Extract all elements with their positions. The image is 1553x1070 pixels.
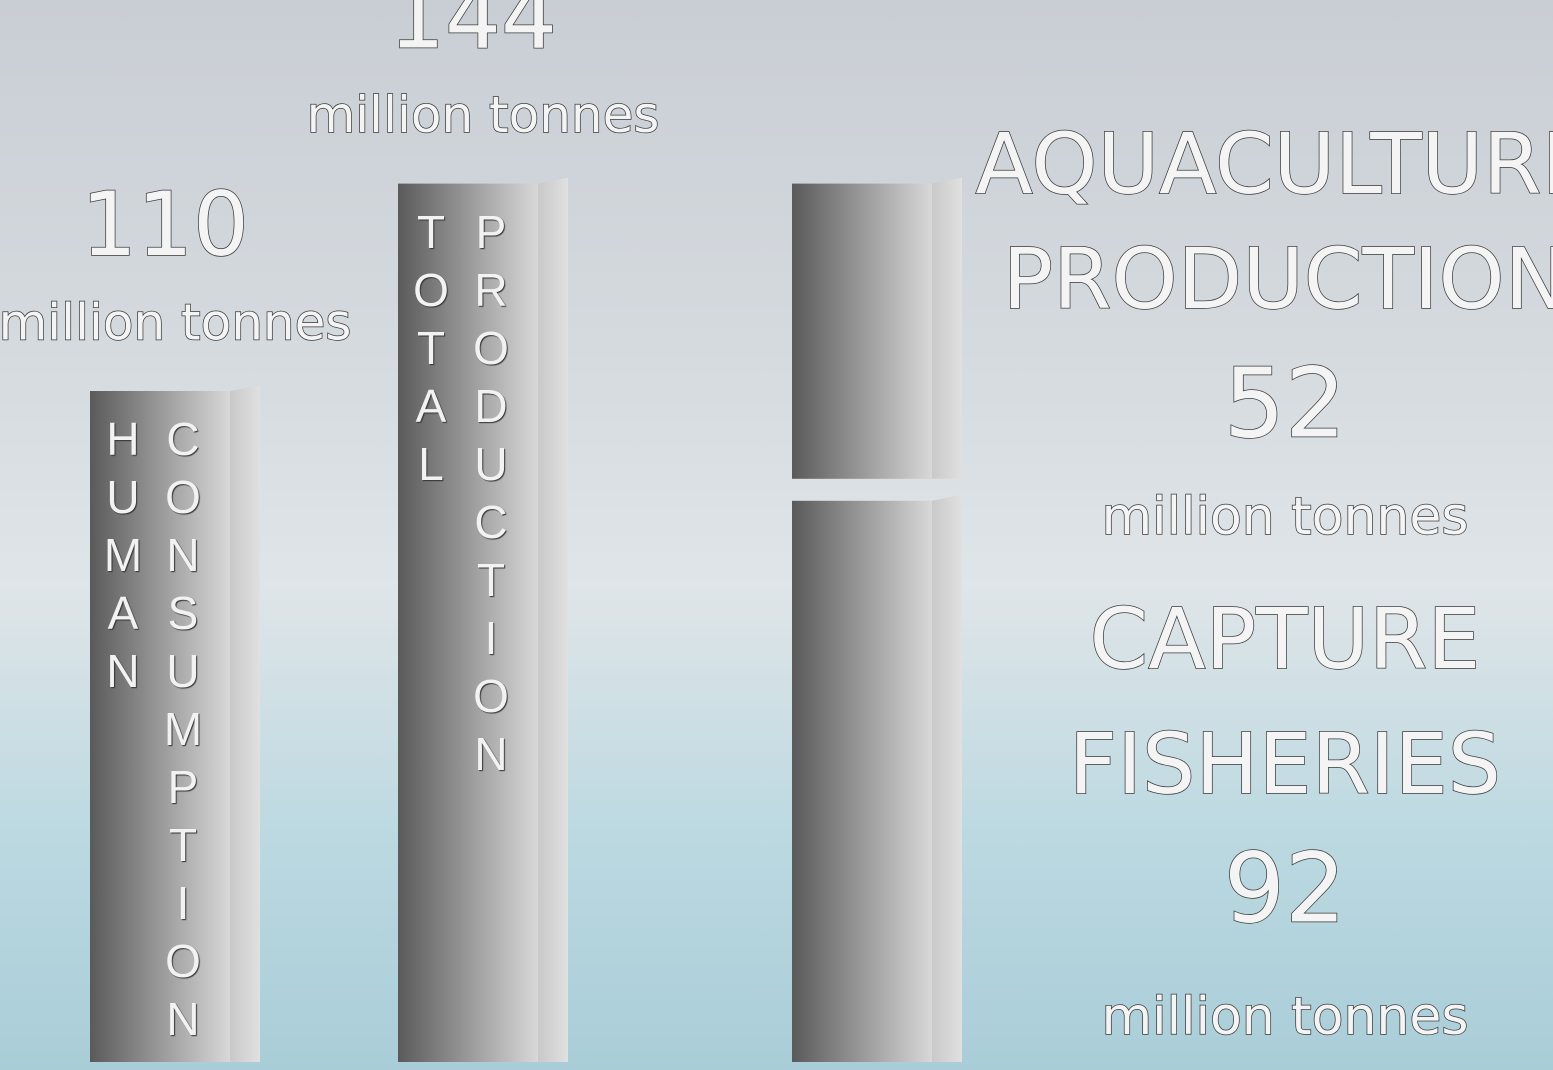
segment-name: AQUACULTURE — [975, 115, 1553, 213]
pillar-side — [230, 385, 260, 1062]
segment-name: FISHERIES — [1069, 715, 1501, 813]
pillar-side — [538, 177, 568, 1063]
unit-label: million tonnes — [0, 294, 351, 352]
pillar-side — [932, 177, 962, 479]
segment-name: CAPTURE — [1089, 590, 1480, 688]
pillar-word: PRODUCTION — [465, 205, 517, 786]
pillar-side — [932, 494, 962, 1062]
pillar-word: HUMAN — [97, 413, 149, 703]
pillar-front — [90, 391, 230, 1062]
value-label: 110 — [81, 173, 249, 276]
pillar-front — [792, 500, 932, 1062]
pillar-word: CONSUMPTION — [157, 413, 209, 1051]
segment-name: PRODUCTION — [1003, 230, 1553, 328]
pillar-word: TOTAL — [405, 205, 457, 496]
pillar-front — [398, 183, 538, 1063]
unit-label: million tonnes — [1102, 987, 1469, 1047]
value-label: 92 — [1224, 832, 1346, 944]
value-label: 52 — [1224, 347, 1346, 459]
unit-label: million tonnes — [1102, 487, 1469, 547]
value-label: 144 — [389, 0, 557, 69]
pillar-front — [792, 183, 932, 479]
unit-label: million tonnes — [307, 86, 660, 144]
